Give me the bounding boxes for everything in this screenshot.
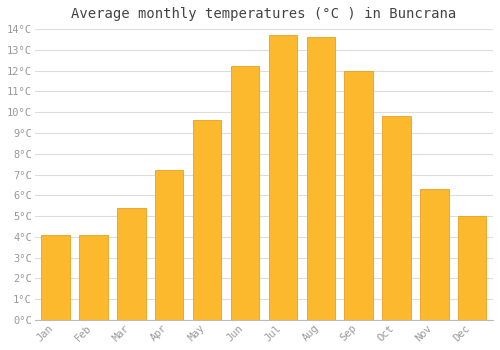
- Bar: [193, 120, 222, 320]
- Title: Average monthly temperatures (°C ) in Buncrana: Average monthly temperatures (°C ) in Bu…: [72, 7, 456, 21]
- Bar: [344, 71, 373, 320]
- Bar: [268, 35, 297, 320]
- Bar: [230, 66, 259, 320]
- Bar: [306, 37, 335, 320]
- Bar: [79, 235, 108, 320]
- Bar: [155, 170, 184, 320]
- Bar: [420, 189, 448, 320]
- Bar: [382, 116, 410, 320]
- Bar: [42, 235, 70, 320]
- Bar: [117, 208, 145, 320]
- Bar: [458, 216, 486, 320]
